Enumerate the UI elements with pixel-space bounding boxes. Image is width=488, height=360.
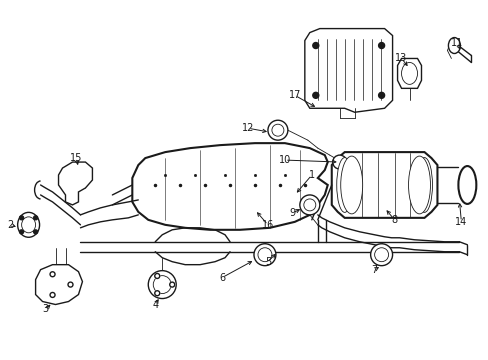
- Ellipse shape: [336, 158, 352, 212]
- Circle shape: [312, 42, 318, 49]
- Text: 9: 9: [289, 208, 295, 218]
- Text: 14: 14: [454, 217, 467, 227]
- Ellipse shape: [370, 244, 392, 266]
- Ellipse shape: [153, 276, 171, 293]
- Ellipse shape: [299, 195, 319, 215]
- Text: 6: 6: [219, 273, 224, 283]
- Text: 11: 11: [450, 37, 463, 48]
- Text: 8: 8: [391, 215, 397, 225]
- Ellipse shape: [303, 199, 315, 211]
- Ellipse shape: [340, 156, 362, 214]
- Ellipse shape: [457, 166, 475, 204]
- Ellipse shape: [253, 244, 275, 266]
- Polygon shape: [36, 265, 82, 305]
- Polygon shape: [331, 152, 437, 218]
- Polygon shape: [59, 162, 92, 205]
- Text: 10: 10: [278, 155, 290, 165]
- Text: 17: 17: [288, 90, 301, 100]
- Text: 2: 2: [7, 220, 14, 230]
- Circle shape: [20, 230, 23, 234]
- Circle shape: [378, 42, 384, 49]
- Ellipse shape: [374, 248, 388, 262]
- Text: 5: 5: [264, 257, 270, 267]
- Ellipse shape: [332, 155, 346, 169]
- Ellipse shape: [267, 120, 287, 140]
- Circle shape: [312, 92, 318, 98]
- Circle shape: [154, 274, 160, 278]
- Text: 15: 15: [70, 153, 82, 163]
- Circle shape: [169, 282, 174, 287]
- Polygon shape: [397, 58, 421, 88]
- Text: 3: 3: [42, 305, 48, 315]
- Ellipse shape: [21, 217, 36, 233]
- Circle shape: [154, 291, 160, 296]
- Ellipse shape: [407, 156, 429, 214]
- Text: 12: 12: [241, 123, 254, 133]
- Ellipse shape: [271, 124, 284, 136]
- Circle shape: [20, 216, 23, 220]
- Ellipse shape: [258, 248, 271, 262]
- Ellipse shape: [18, 212, 40, 237]
- Ellipse shape: [447, 37, 459, 54]
- Text: 4: 4: [152, 300, 158, 310]
- Circle shape: [378, 92, 384, 98]
- Ellipse shape: [148, 271, 176, 298]
- Text: 16: 16: [261, 220, 273, 230]
- Circle shape: [50, 272, 55, 277]
- Text: 1: 1: [308, 170, 314, 180]
- Polygon shape: [304, 28, 392, 112]
- Polygon shape: [132, 143, 327, 230]
- Text: 13: 13: [395, 54, 407, 63]
- Ellipse shape: [401, 62, 417, 84]
- Circle shape: [34, 216, 38, 220]
- Circle shape: [68, 282, 73, 287]
- Circle shape: [50, 292, 55, 297]
- Circle shape: [34, 230, 38, 234]
- Text: 7: 7: [371, 265, 377, 275]
- Ellipse shape: [416, 158, 431, 212]
